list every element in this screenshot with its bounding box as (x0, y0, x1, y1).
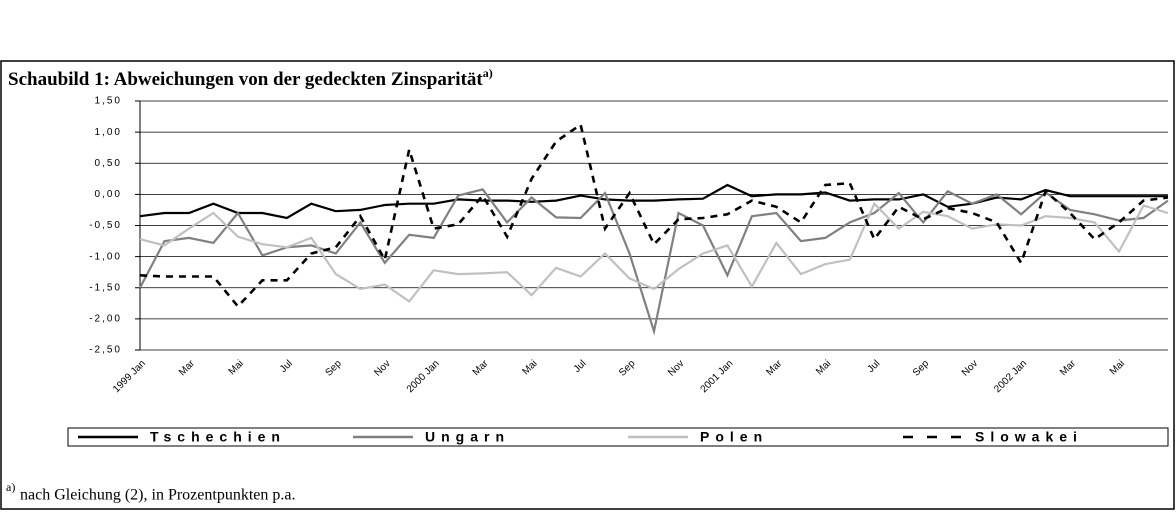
x-tick-label: Mai (814, 358, 833, 377)
x-tick-label: Sep (617, 358, 638, 379)
x-tick-label: Nov (372, 358, 392, 378)
x-tick-label: Nov (666, 358, 686, 378)
chart-title: Schaubild 1: Abweichungen von der gedeck… (8, 66, 493, 91)
x-tick-label: Mar (1058, 358, 1078, 378)
y-tick-label: 1,00 (95, 127, 122, 138)
legend-box (67, 427, 1169, 447)
x-tick-label: Mai (227, 358, 246, 377)
title-text: Schaubild 1: Abweichungen von der gedeck… (8, 69, 483, 90)
y-tick-label: 0,50 (95, 158, 122, 169)
legend-label: Tschechien (150, 429, 286, 445)
y-tick-label: 1,50 (95, 96, 122, 107)
legend-label: Slowakei (975, 429, 1083, 445)
y-tick-label: -1,00 (89, 251, 122, 262)
footnote-marker: a) (6, 480, 15, 494)
y-tick-label: -0,50 (89, 220, 122, 231)
x-tick-label: Mar (471, 358, 491, 378)
x-tick-label: 1999 Jan (111, 358, 148, 395)
x-tick-label: 2002 Jan (992, 358, 1029, 395)
series-line (139, 122, 1169, 309)
x-tick-label: Mar (177, 358, 197, 378)
x-tick-label: Jul (278, 358, 295, 375)
footnote: nach Gleichung (2), in Prozentpunkten p.… (20, 487, 295, 504)
x-tick-label: Mai (520, 358, 539, 377)
x-tick-label: Jul (572, 358, 589, 375)
y-tick-label: 0,00 (95, 189, 122, 200)
legend-label: Ungarn (425, 429, 510, 445)
frame (0, 60, 1175, 510)
legend-label: Polen (700, 429, 768, 445)
title-marker: a) (483, 66, 493, 80)
x-tick-label: Mar (764, 358, 784, 378)
x-tick-label: 2000 Jan (405, 358, 442, 395)
series-line (139, 201, 1169, 303)
series-line (139, 183, 1168, 220)
x-tick-label: 2001 Jan (699, 358, 736, 395)
x-tick-label: Jul (865, 358, 882, 375)
x-tick-label: Sep (911, 358, 932, 379)
y-tick-label: -1,50 (89, 282, 122, 293)
y-tick-label: -2,50 (89, 345, 122, 356)
y-tick-label: -2,00 (89, 314, 122, 325)
x-tick-label: Mai (1108, 358, 1127, 377)
x-tick-label: Sep (323, 358, 344, 379)
series-line (139, 188, 1169, 336)
x-tick-label: Nov (960, 358, 980, 378)
